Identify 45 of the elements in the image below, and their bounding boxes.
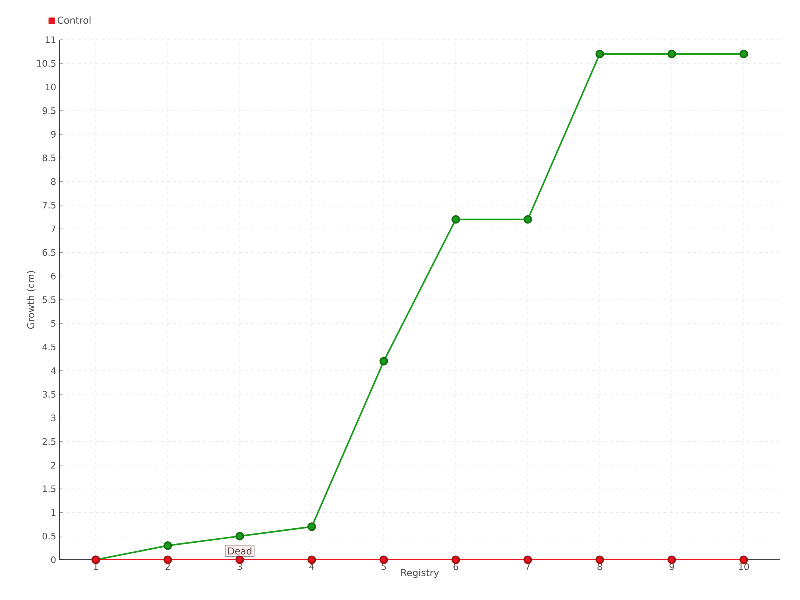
y-tick-label: 1 (52, 509, 56, 516)
point (452, 556, 460, 564)
point (164, 542, 172, 550)
y-tick-label: 1.5 (43, 486, 56, 492)
y-tick-label: 3 (51, 414, 56, 422)
y-tick-label: 2 (51, 462, 56, 469)
y-tick-label: 7.5 (42, 202, 56, 209)
annotation: Dead (228, 547, 252, 555)
point (452, 215, 460, 224)
y-tick-label: 9.5 (42, 108, 56, 114)
point (668, 50, 676, 58)
y-tick-label: 11 (46, 36, 56, 44)
y-tick-label: 5 (51, 320, 56, 327)
x-axis-title: Registry (402, 569, 440, 578)
y-axis-title: Growth (cm) (27, 271, 36, 330)
y-tick-label: 10 (46, 84, 56, 91)
legend-label: Control (58, 16, 91, 24)
point (596, 50, 604, 58)
y-tick-label: 7 (52, 226, 56, 232)
point (524, 215, 532, 224)
point (308, 556, 316, 564)
point (596, 556, 604, 564)
y-tick-label: 4.5 (42, 344, 56, 351)
y-tick-label: 4 (51, 368, 56, 374)
x-tick-label: 10 (739, 564, 750, 570)
point (236, 532, 244, 541)
y-tick-label: 6.5 (42, 249, 56, 256)
point (524, 556, 532, 564)
y-tick-label: 3.5 (42, 391, 56, 398)
y-tick-label: 9 (51, 131, 56, 138)
point (164, 556, 172, 564)
point (380, 556, 388, 564)
y-tick-label: 8.5 (42, 154, 56, 162)
point (236, 556, 244, 564)
y-tick-label: 6 (51, 272, 56, 280)
point (308, 522, 316, 532)
y-tick-label: 5.5 (42, 296, 56, 304)
y-tick-label: 0 (51, 556, 56, 564)
y-tick-label: 8 (51, 178, 56, 186)
y-tick-label: 0.5 (42, 532, 56, 540)
point (740, 50, 748, 58)
y-tick-label: 10.5 (38, 60, 56, 68)
point (380, 357, 388, 366)
y-tick-label: 2.5 (42, 438, 56, 446)
point (668, 556, 676, 564)
